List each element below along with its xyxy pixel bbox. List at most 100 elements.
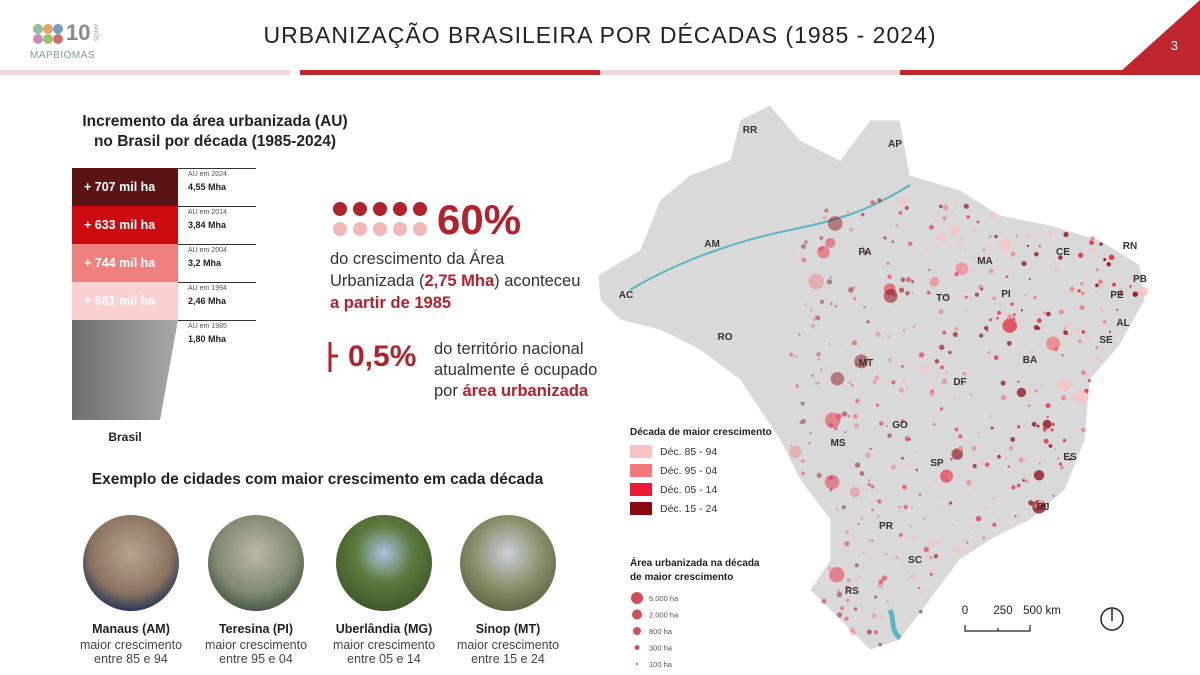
urban-dot (986, 244, 991, 249)
urban-dot (1060, 465, 1064, 470)
state-label: PI (1001, 289, 1011, 300)
urban-dot (1022, 457, 1027, 462)
urban-dot (878, 579, 884, 584)
state-label: MT (859, 358, 873, 369)
legend-title: de maior crescimento (630, 572, 733, 583)
urban-dot (846, 210, 850, 214)
urban-dot (816, 352, 821, 357)
urban-dot (859, 516, 864, 520)
urban-dot (1034, 251, 1039, 257)
urban-dot (872, 380, 877, 385)
urban-dot (1016, 483, 1021, 488)
urban-dot (808, 441, 811, 445)
urban-dot (953, 201, 957, 205)
urban-dot (1016, 387, 1027, 398)
urban-dot (954, 272, 959, 277)
caption: Brasil (108, 430, 142, 444)
urban-dot (829, 567, 845, 583)
row-label: AU em 1985 (188, 323, 227, 330)
separator (178, 168, 256, 169)
city-name: Sinop (MT) (475, 622, 541, 636)
urban-dot (867, 482, 871, 487)
urban-dot (1047, 273, 1050, 277)
urban-dot (850, 293, 855, 298)
row-value: 2,46 Mha (188, 296, 227, 306)
urban-dot (868, 541, 872, 546)
north-arrow (1100, 607, 1124, 631)
text: do crescimento da Área Urbanizada ( (330, 250, 505, 290)
urban-dot (1058, 462, 1062, 466)
urban-dot (977, 431, 980, 434)
urban-dot (1033, 503, 1039, 508)
urban-dot (846, 577, 852, 583)
urban-dot (888, 358, 892, 362)
urban-dot (987, 351, 991, 354)
urban-dot (1106, 262, 1112, 267)
city-desc: maior crescimento (79, 638, 183, 652)
urban-dot (1093, 288, 1098, 294)
urban-dot (929, 567, 935, 573)
urban-dot (801, 419, 807, 424)
urban-dot (980, 460, 986, 466)
urban-dot (923, 517, 926, 520)
urban-dot (968, 524, 974, 530)
row-label: AU em 2014 (188, 209, 227, 216)
separator (178, 282, 256, 283)
urban-dot (871, 613, 877, 619)
urban-dot (848, 287, 854, 293)
urban-dot (853, 296, 857, 300)
urban-dot (886, 533, 891, 538)
urban-dot (876, 515, 880, 518)
urban-dot (825, 237, 836, 248)
urban-dot (909, 575, 912, 578)
state-label: GO (892, 420, 908, 431)
urban-dot (844, 222, 848, 226)
urban-dot (830, 276, 832, 279)
urban-dot (909, 525, 912, 528)
section-title: Exemplo de cidades com maior crescimento… (91, 471, 544, 488)
block (72, 244, 178, 282)
legend-swatch (630, 483, 652, 496)
urban-dot (871, 539, 874, 542)
urban-dot (817, 446, 819, 448)
urban-dot (1033, 295, 1037, 300)
urban-dot (831, 476, 834, 479)
urban-dot (960, 293, 965, 298)
text-line: do território nacional (434, 340, 584, 358)
city-period: entre 95 e 04 (219, 652, 293, 666)
urban-dot (918, 610, 923, 614)
urban-dot (855, 414, 860, 420)
urban-dot (822, 598, 826, 602)
urban-dot (933, 554, 939, 559)
state-label: CE (1056, 247, 1070, 258)
city-period: entre 85 e 94 (94, 652, 168, 666)
urban-dot (830, 372, 845, 386)
urban-dot (815, 382, 818, 385)
separator (178, 244, 256, 245)
urban-dot (919, 512, 923, 517)
urban-dot (1012, 313, 1016, 317)
increment-row: + 661 mil ha AU em 1994 2,46 Mha (72, 282, 256, 320)
urban-dot (837, 589, 840, 592)
page-number: 3 (1170, 38, 1178, 53)
urban-dot (803, 257, 806, 260)
legend-title: Área urbanizada na década (630, 556, 760, 569)
urban-dot (1065, 332, 1069, 335)
urban-dot (920, 363, 930, 373)
state-label: PB (1133, 274, 1147, 285)
city: Teresina (PI) maior crescimento entre 95 e… (196, 622, 316, 666)
urban-dot (886, 450, 891, 454)
urban-dot (989, 269, 994, 274)
urban-dot (1047, 231, 1053, 237)
urban-dot (1077, 289, 1081, 293)
urban-dot (1076, 328, 1081, 334)
urban-dot (990, 426, 994, 430)
urban-dot (869, 447, 872, 450)
urban-dot (898, 287, 905, 293)
urban-dot (948, 456, 951, 459)
urban-dot (965, 540, 969, 545)
urban-dot (844, 530, 849, 535)
urban-dot (1031, 383, 1035, 387)
urban-dot (886, 262, 890, 265)
row-label: AU em 2024 (188, 171, 227, 178)
